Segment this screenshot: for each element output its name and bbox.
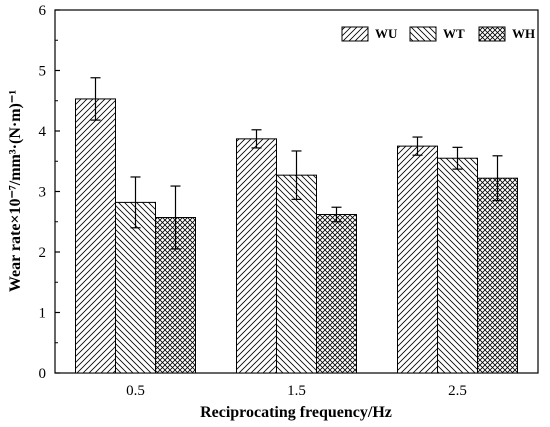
x-tick-label: 0.5 [126, 383, 145, 399]
x-tick-label: 1.5 [287, 383, 306, 399]
legend-label-wh: WH [512, 26, 535, 41]
bar-wh-2.5 [477, 177, 518, 374]
y-tick-label: 0 [39, 366, 47, 382]
y-tick-label: 1 [39, 306, 47, 322]
y-tick-label: 2 [39, 245, 47, 261]
legend-label-wt: WT [443, 26, 465, 41]
legend-swatch-wh [478, 26, 506, 42]
legend-label-wu: WU [375, 26, 398, 41]
x-tick-label: 2.5 [448, 383, 467, 399]
legend: WU WT WH [341, 26, 535, 42]
x-axis-title: Reciprocating frequency/Hz [200, 404, 392, 421]
x-axis: 0.5 1.5 2.5 [126, 368, 467, 399]
y-tick-label: 4 [39, 124, 47, 140]
bar-wu-2.5 [397, 145, 438, 374]
y-tick-label: 5 [39, 64, 47, 80]
bar-wu-1.5 [236, 138, 277, 374]
bar-wh-1.5 [316, 213, 357, 374]
y-axis-title: Wear rate×10⁻⁷/mm³·(N·m)⁻¹ [7, 90, 24, 292]
bar-wt-1.5 [276, 174, 317, 374]
bar-wt-2.5 [437, 157, 478, 374]
bar-series [75, 98, 518, 374]
bar-wu-0.5 [75, 98, 116, 374]
error-bars [90, 77, 503, 250]
y-axis: 0 1 2 3 4 5 6 [39, 3, 60, 382]
legend-swatch-wu [341, 26, 369, 42]
legend-swatch-wt [409, 26, 437, 42]
y-tick-label: 6 [39, 3, 47, 19]
y-tick-label: 3 [39, 185, 47, 201]
